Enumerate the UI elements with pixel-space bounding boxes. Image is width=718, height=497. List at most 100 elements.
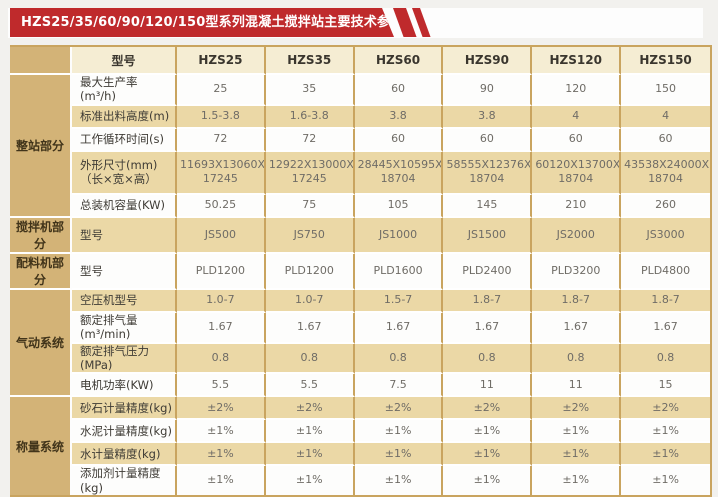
param-value: PLD4800 [621,254,710,290]
param-label: 水泥计量精度(kg) [72,420,177,444]
param-value: 60 [354,75,444,106]
table-row: 电机功率(KW) 5.5 5.5 7.5 11 11 15 [10,374,710,398]
param-value: 60 [621,129,710,152]
param-value: 58555X12376X 18704 [443,151,533,195]
model-column-header: HZS150 [621,47,710,75]
param-value: ±1% [265,420,355,444]
param-value: 60 [354,128,444,152]
param-value: 25 [177,75,266,106]
param-value: 1.6-3.8 [265,105,355,129]
table-row: 整站部分 最大生产率(m³/h) 25 35 60 90 120 150 [10,75,710,218]
param-value: 1.67 [532,312,622,344]
param-value: 28445X10595X 18704 [354,151,444,195]
corner-cell [10,47,72,75]
param-value: ±2% [354,397,444,421]
param-value: ±1% [652,473,679,487]
param-value: 1.5-3.8 [177,105,266,129]
table-row: 水计量精度(kg) ±1% ±1% ±1% ±1% ±1% ±1% [10,443,710,467]
param-value: ±1% [265,443,355,467]
table-row: 搅拌机部分 型号 JS500 JS750 JS1000 JS1500 JS2000 JS300… [10,217,710,254]
param-value: 1.67 [621,313,710,344]
param-value: ±1% [443,443,533,467]
param-value: ±1% [266,466,355,495]
param-value: 145 [443,194,533,218]
param-value: 11 [443,374,533,398]
param-value: 15 [621,374,710,398]
param-value: JS500 [177,217,266,254]
param-label: 工作循环时间(s) [72,128,177,152]
param-value: 1.67 [177,312,266,344]
param-value: 50.25 [177,194,266,218]
param-value: 90 [443,75,533,106]
param-value: 1.67 [354,312,444,344]
param-value: 0.8 [265,343,355,375]
param-value: PLD3200 [532,253,622,290]
param-value: ±1% [443,420,533,444]
table-row: 气动系统 空压机型号 1.0-7 1.0-7 1.5-7 1.8-7 1.8-7 1.8-7 [10,289,710,398]
model-column-header: HZS90 [443,47,533,75]
param-value: 35 [265,75,355,106]
param-value: JS750 [265,217,355,254]
param-value: ±2% [177,397,266,421]
param-value: ±2% [265,397,355,421]
param-value: JS3000 [621,218,710,254]
table-row: 外形尺寸(mm) （长×宽×高） 11693X13060X 17245 12922X… [10,151,710,195]
param-label: 型号 [72,253,177,290]
row-group-label: 整站部分 [10,75,72,218]
param-value: 1.8-7 [443,289,533,313]
param-value: 72 [177,128,266,152]
param-value: ±1% [355,466,444,495]
spec-table-container: 型号 HZS25 HZS35 HZS60 HZS90 HZS120 HZS150… [10,45,712,497]
param-label: 砂石计量精度(kg) [72,397,177,421]
param-value: ±1% [621,443,710,467]
table-header-row: 型号 HZS25 HZS35 HZS60 HZS90 HZS120 HZS150 [10,47,710,75]
param-label: 水计量精度(kg) [72,443,177,467]
param-value: ±1% [177,443,266,467]
param-value: JS1000 [354,217,444,254]
param-value: PLD1600 [354,253,444,290]
param-value: 12922X13000X 17245 [265,151,355,195]
param-value: 0.8 [177,343,266,375]
param-value: 150 [621,75,710,106]
param-label: 型号 [72,217,177,254]
table-row: 总装机容量(KW) 50.25 75 105 145 210 260 [10,194,710,218]
param-label: 添加剂计量精度(kg) [72,466,177,495]
table-row: 配料机部分 型号 PLD1200 PLD1200 PLD1600 PLD2400 PLD32… [10,253,710,290]
model-column-header: HZS25 [177,47,266,75]
param-value: 0.8 [354,343,444,375]
param-value: ±1% [443,466,533,495]
param-value: 1.0-7 [265,289,355,313]
param-value: 0.8 [621,344,710,375]
param-value: ±1% [532,466,622,495]
param-label: 最大生产率(m³/h) [72,75,177,106]
param-value: 1.8-7 [621,290,710,313]
param-column-header: 型号 [72,47,177,75]
param-label: 标准出料高度(m) [72,105,177,129]
param-value: PLD1200 [177,253,266,290]
table-row: 称量系统 砂石计量精度(kg) ±2% ±2% ±2% ±2% ±2% ±2% [10,397,710,495]
param-label: 外形尺寸(mm) （长×宽×高） [72,151,177,195]
param-value: 11 [532,374,622,398]
param-value: ±1% [532,420,622,444]
param-value: 1.0-7 [177,289,266,313]
param-value: 72 [265,128,355,152]
param-value: 60 [443,128,533,152]
table-row: 额定排气压力(MPa) 0.8 0.8 0.8 0.8 0.8 0.8 [10,343,710,375]
param-value: 3.8 [443,105,533,129]
param-value: 105 [354,194,444,218]
table-row: 额定排气量(m³/min) 1.67 1.67 1.67 1.67 1.67 1.67 [10,312,710,344]
param-value: ±1% [621,420,710,444]
param-value: ±2% [621,397,710,421]
row-group-label: 搅拌机部分 [10,217,72,254]
table-row: 水泥计量精度(kg) ±1% ±1% ±1% ±1% ±1% ±1% [10,420,710,444]
param-value: 0.8 [443,343,533,375]
param-label: 额定排气压力(MPa) [72,343,177,375]
param-value: 60120X13700X 18704 [532,151,622,195]
param-label: 总装机容量(KW) [72,194,177,218]
param-value: PLD2400 [443,253,533,290]
param-value: 11693X13060X 17245 [177,151,266,195]
param-value: 1.5-7 [354,289,444,313]
param-value: 4 [621,106,710,129]
param-value: JS2000 [532,217,622,254]
param-value: 5.5 [177,374,266,398]
